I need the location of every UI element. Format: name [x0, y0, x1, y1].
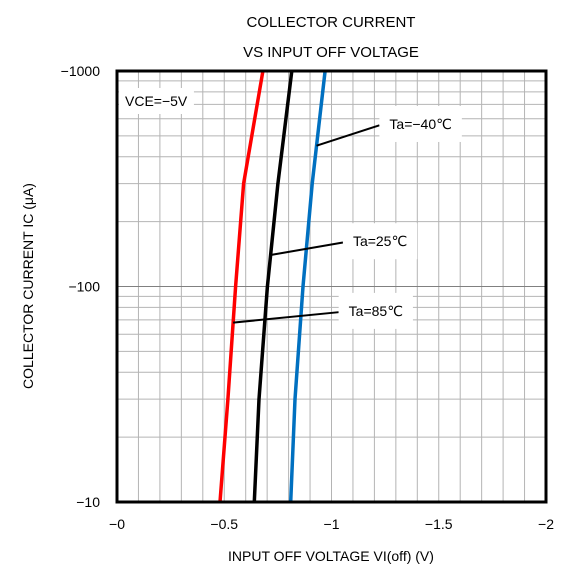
series-line	[288, 70, 327, 503]
x-tick-label: −1	[324, 516, 340, 532]
series-line	[252, 70, 294, 503]
y-tick-label: −1000	[61, 63, 101, 79]
series-label-box	[342, 223, 418, 260]
x-tick-label: −0	[109, 516, 125, 532]
x-tick-label: −0.5	[210, 516, 238, 532]
series-leader-line	[270, 241, 344, 256]
series-leader-line	[316, 124, 380, 147]
series-label: Ta=85℃	[349, 303, 403, 319]
y-tick-label: −10	[76, 494, 100, 510]
annotations: VCE=−5V Ta=−40℃ Ta=25℃ Ta=85℃	[119, 88, 462, 329]
condition-label: VCE=−5V	[125, 93, 188, 109]
chart-title-line-2: VS INPUT OFF VOLTAGE	[243, 44, 419, 61]
series-leader-line	[233, 311, 339, 324]
series-label-box	[379, 105, 462, 142]
x-tick-label: −2	[538, 516, 554, 532]
series-label-box	[338, 292, 413, 329]
grid	[117, 71, 546, 502]
series-lines	[218, 70, 327, 503]
condition-label-box	[119, 88, 194, 114]
series-line	[218, 70, 265, 503]
series-label: Ta=−40℃	[389, 116, 451, 132]
series-label: Ta=25℃	[353, 233, 407, 249]
chart-title-line-1: COLLECTOR CURRENT	[247, 14, 416, 31]
y-tick-label: −100	[68, 279, 100, 295]
y-axis-label: COLLECTOR CURRENT IC (μA)	[20, 183, 36, 389]
plot-frame	[115, 69, 548, 504]
x-tick-label: −1.5	[425, 516, 453, 532]
plot-border	[115, 69, 548, 504]
x-axis-label: INPUT OFF VOLTAGE VI(off) (V)	[228, 548, 434, 564]
tick-labels: −0 −0.5 −1 −1.5 −2 −10 −100 −1000	[61, 63, 555, 532]
